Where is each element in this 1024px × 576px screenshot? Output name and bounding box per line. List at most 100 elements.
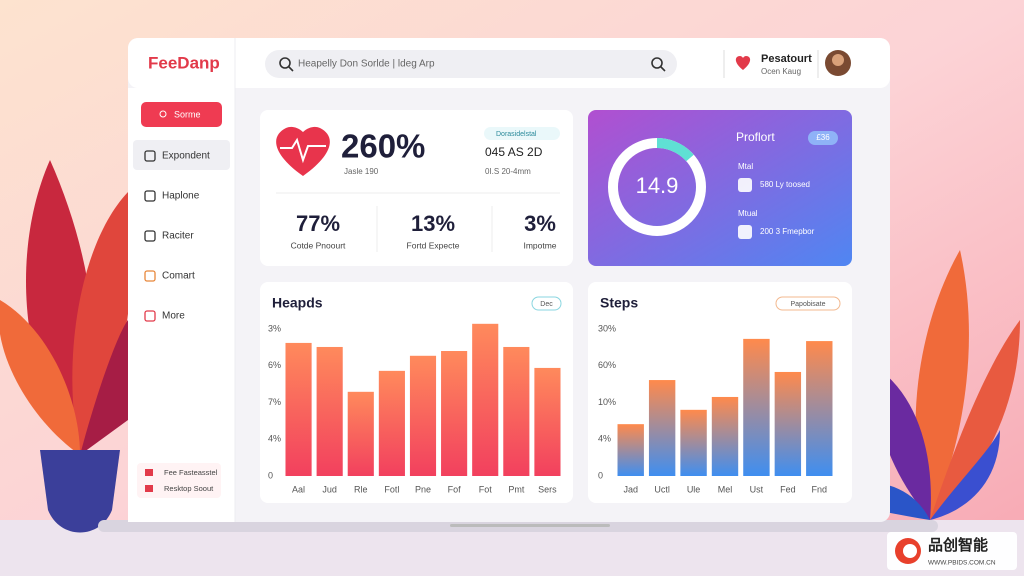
user-role: Ocen Kaug — [761, 67, 801, 76]
chart-title: Steps — [600, 295, 638, 311]
user-name: Pesatourt — [761, 53, 812, 65]
summary-card — [260, 110, 573, 266]
laptop-notch — [450, 524, 610, 527]
button-icon — [159, 110, 167, 118]
bar — [774, 371, 802, 476]
button-label: Sorme — [174, 109, 201, 119]
bar — [806, 341, 833, 476]
footer-icon — [145, 485, 153, 492]
nav-icon — [144, 230, 156, 242]
y-tick-label: 10% — [598, 397, 616, 407]
nav-item[interactable]: Expondent — [162, 151, 210, 162]
x-tick-label: Jad — [623, 484, 638, 494]
plant-right — [815, 250, 1020, 520]
profile-title: Proflort — [736, 130, 775, 144]
bar — [378, 370, 405, 476]
stat-value: 13% — [411, 211, 455, 236]
chart-badge — [775, 296, 841, 311]
nav-icon — [144, 150, 156, 162]
x-tick-label: Fot — [479, 484, 493, 494]
badge-text: £36 — [816, 133, 830, 142]
search-bar[interactable] — [265, 50, 677, 78]
bar — [347, 391, 374, 476]
bar — [503, 346, 530, 476]
bar — [441, 351, 468, 476]
y-tick-label: 60% — [598, 360, 616, 370]
bar — [534, 367, 561, 476]
search-text: Heapelly Don Sorlde | ldeg Arp — [298, 59, 435, 70]
row-text: 200 3 Fmepbor — [760, 227, 815, 236]
plant-left — [0, 160, 133, 533]
bar — [285, 342, 312, 476]
x-tick-label: Sers — [538, 484, 557, 494]
x-tick-label: Aal — [292, 484, 305, 494]
chart-badge-text: Dec — [540, 301, 553, 308]
badge — [484, 127, 560, 140]
search-icon — [288, 66, 294, 72]
x-tick-label: Uctl — [654, 484, 670, 494]
heart-icon — [735, 56, 751, 70]
gauge-value: 14.9 — [636, 173, 679, 198]
y-tick-label: 4% — [598, 434, 611, 444]
row-icon — [738, 225, 752, 239]
y-tick-label: 3% — [268, 323, 281, 333]
pulse-line — [280, 137, 326, 164]
bar — [743, 338, 770, 476]
logo: FeeDanp — [148, 53, 220, 72]
stat-label: Impotme — [523, 240, 556, 250]
nav-active — [133, 140, 230, 170]
row-text: 580 Ly toosed — [760, 180, 810, 189]
bar — [472, 323, 499, 476]
stat-value: 3% — [524, 211, 556, 236]
bar — [648, 380, 676, 476]
watermark-brand: 品创智能 — [928, 536, 988, 554]
x-tick-label: Fnd — [812, 484, 828, 494]
y-tick-label: 4% — [268, 434, 281, 444]
stat-value: 77% — [296, 211, 340, 236]
nav-icon — [144, 310, 156, 322]
search-button[interactable] — [651, 57, 663, 69]
footer-line: Resktop Soout — [164, 484, 214, 493]
bar — [409, 355, 437, 476]
stat-label: Cotde Pnoourt — [291, 240, 346, 250]
search-icon — [279, 57, 291, 69]
chart-badge — [531, 296, 562, 311]
x-tick-label: Rle — [354, 484, 368, 494]
summary-time: 045 AS 2D — [485, 145, 543, 159]
nav-icon — [144, 270, 156, 282]
x-tick-label: Ule — [687, 484, 701, 494]
bar — [711, 396, 739, 476]
x-tick-label: Pmt — [508, 484, 525, 494]
chart-badge-text: Papobisate — [790, 301, 825, 308]
summary-caption: Jasle 190 — [344, 167, 379, 176]
x-tick-label: Ust — [750, 484, 764, 494]
watermark — [887, 532, 1017, 570]
heart-icon — [276, 126, 330, 176]
bar — [680, 409, 707, 476]
x-tick-label: Fed — [780, 484, 796, 494]
y-tick-label: 0 — [598, 470, 603, 480]
nav-item[interactable]: Comart — [162, 271, 195, 282]
x-tick-label: Fotl — [384, 484, 399, 494]
nav-icon — [144, 190, 156, 202]
x-tick-label: Mel — [718, 484, 733, 494]
x-tick-label: Pne — [415, 484, 431, 494]
y-tick-label: 0 — [268, 470, 273, 480]
nav-item[interactable]: Raciter — [162, 231, 194, 242]
bar — [617, 424, 644, 476]
row-label: Mtal — [738, 162, 753, 171]
bar — [316, 346, 343, 476]
nav-item[interactable]: More — [162, 311, 185, 322]
gauge-arc — [656, 138, 694, 162]
summary-value: 260% — [341, 128, 425, 165]
stat-label: Fortd Expecte — [407, 240, 460, 250]
avatar-face — [832, 54, 844, 66]
x-tick-label: Jud — [322, 484, 337, 494]
y-tick-label: 30% — [598, 323, 616, 333]
badge — [808, 131, 838, 145]
row-icon — [738, 178, 752, 192]
nav-item[interactable]: Haplone — [162, 191, 200, 202]
primary-button[interactable] — [141, 102, 222, 127]
chart-title: Heapds — [272, 295, 323, 311]
